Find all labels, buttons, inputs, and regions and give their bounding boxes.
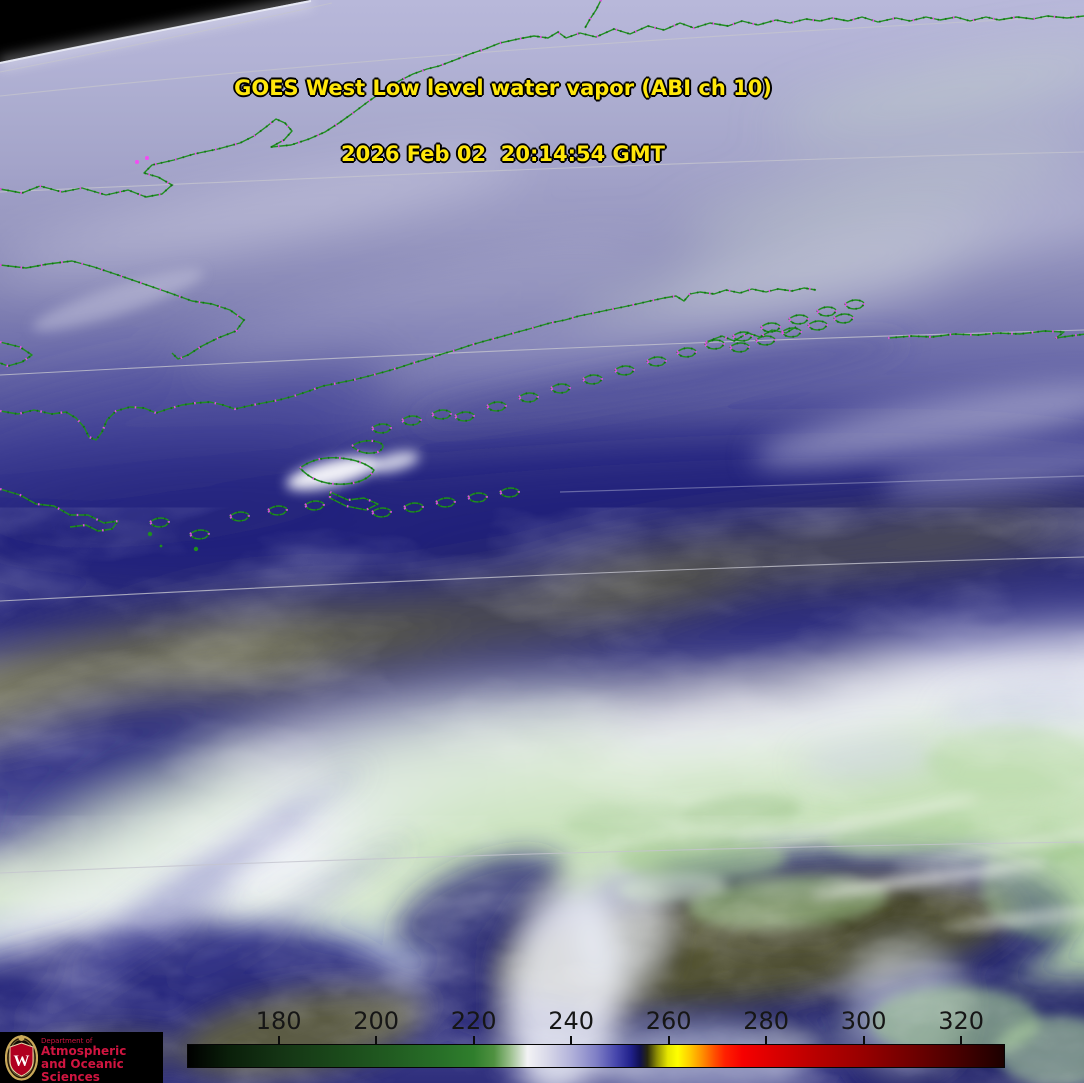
svg-text:W: W [14, 1053, 30, 1070]
colorbar: 180 200 220 240 260 280 300 320 [187, 1007, 1005, 1068]
colorbar-label: 320 [938, 1007, 985, 1035]
logo-line2: and Oceanic Sciences [41, 1057, 124, 1083]
title-line2: 2026 Feb 02 20:14:54 GMT [341, 142, 665, 166]
colorbar-tick [960, 1036, 963, 1044]
colorbar-label: 260 [645, 1007, 692, 1035]
colorbar-tick [570, 1036, 573, 1044]
colorbar-label: 180 [255, 1007, 302, 1035]
aos-logo: W Department of Atmospheric and Oceanic … [0, 1032, 163, 1083]
title-line1: GOES West Low level water vapor (ABI ch … [234, 76, 772, 100]
cloud-texture-fine [0, 840, 1084, 1083]
colorbar-tick [765, 1036, 768, 1044]
small-islands [147, 531, 199, 552]
colorbar-label: 200 [353, 1007, 400, 1035]
colorbar-label: 300 [840, 1007, 887, 1035]
logo-line1: Atmospheric [41, 1044, 127, 1058]
colorbar-gradient [187, 1044, 1005, 1068]
colorbar-tick [472, 1036, 475, 1044]
logo-text: Department of Atmospheric and Oceanic Sc… [41, 1037, 163, 1083]
magenta-markers [135, 156, 149, 164]
colorbar-tick [277, 1036, 280, 1044]
logo-dept-line: Department of [41, 1037, 93, 1045]
limb-edge [0, 0, 312, 64]
colorbar-label: 220 [450, 1007, 497, 1035]
colorbar-tick [667, 1036, 670, 1044]
graticule-lines [0, 2, 1084, 874]
image-title: GOES West Low level water vapor (ABI ch … [234, 33, 772, 187]
colorbar-tick [375, 1036, 378, 1044]
thin-streak [559, 475, 1084, 493]
uw-crest-icon: W [5, 1035, 38, 1081]
colorbar-tick [862, 1036, 865, 1044]
colorbar-label: 240 [548, 1007, 595, 1035]
colorbar-label: 280 [743, 1007, 790, 1035]
